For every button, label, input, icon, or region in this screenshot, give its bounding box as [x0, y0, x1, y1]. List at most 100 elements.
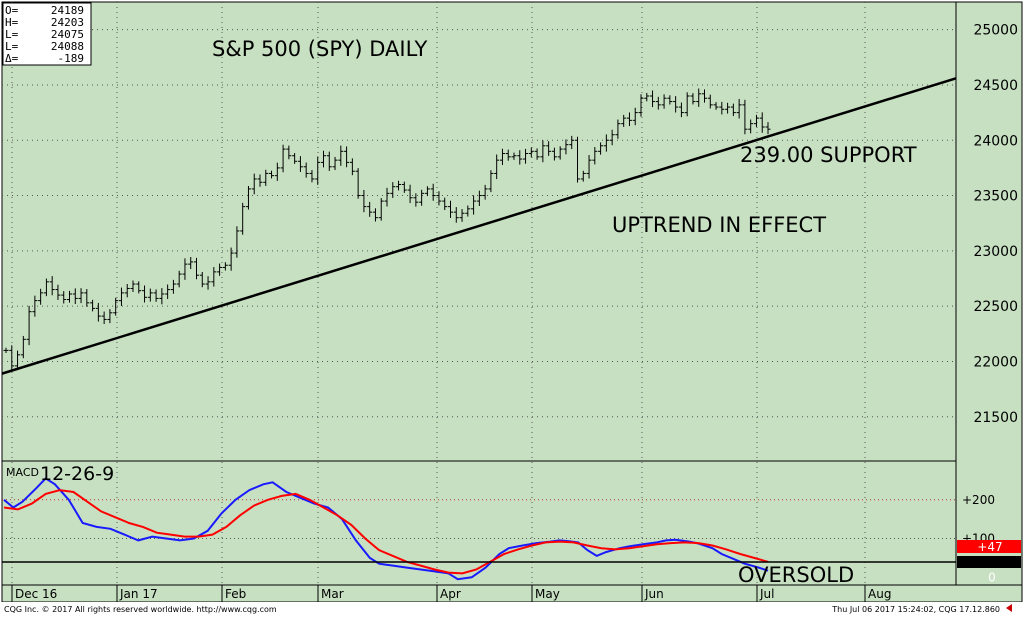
price-bar-89 [517, 150, 523, 165]
oversold-annotation: OVERSOLD [738, 563, 854, 587]
price-tick-6: 24500 [973, 78, 1018, 94]
price-bar-22 [130, 280, 136, 293]
price-bar-119 [690, 93, 696, 105]
price-bar-129 [748, 119, 754, 134]
price-bar-44 [257, 174, 263, 187]
price-bar-29 [170, 279, 176, 294]
price-bar-59 [344, 146, 350, 168]
price-bar-46 [269, 170, 275, 179]
price-bar-126 [730, 103, 736, 117]
price-bar-34 [199, 272, 205, 288]
price-bar-99 [575, 136, 580, 183]
macd-params: 12-26-9 [40, 463, 114, 485]
price-bar-16 [95, 302, 101, 322]
price-bar-127 [736, 98, 742, 119]
price-bar-78 [453, 207, 459, 223]
price-bar-84 [488, 170, 494, 193]
price-bar-113 [655, 96, 661, 110]
time-tick-2: Feb [225, 587, 246, 601]
price-bar-13 [78, 288, 84, 304]
macd-zero-badge [957, 556, 1021, 568]
price-bars [3, 88, 771, 371]
price-bar-41 [240, 202, 246, 235]
price-tick-7: 25000 [973, 23, 1018, 39]
price-bar-32 [188, 257, 194, 270]
time-tick-0: Dec 16 [15, 587, 57, 601]
price-tick-0: 21500 [973, 410, 1018, 426]
price-bar-51 [297, 156, 303, 172]
ohlc-value-2: 24075 [51, 28, 84, 41]
price-bar-110 [638, 94, 644, 117]
price-bar-69 [401, 181, 407, 193]
price-bar-30 [176, 270, 182, 288]
price-bar-28 [165, 284, 171, 300]
price-bar-35 [205, 276, 211, 290]
price-bar-111 [644, 92, 650, 102]
price-bar-94 [546, 141, 552, 156]
price-bar-90 [523, 148, 529, 164]
signal-line [3, 489, 769, 575]
price-bar-117 [678, 102, 684, 118]
price-bar-107 [621, 114, 627, 127]
price-bar-116 [673, 96, 679, 113]
price-bar-67 [390, 182, 396, 198]
price-bar-47 [274, 162, 280, 181]
price-bar-74 [430, 183, 436, 201]
price-bar-125 [725, 102, 731, 114]
price-tick-3: 23000 [973, 244, 1018, 260]
price-bar-52 [303, 162, 309, 178]
time-tick-6: Jun [644, 587, 664, 601]
price-bar-11 [67, 290, 72, 303]
price-bar-128 [742, 99, 748, 135]
price-bar-9 [55, 284, 61, 300]
price-bar-124 [719, 101, 725, 115]
ohlc-label-4: Δ= [5, 52, 19, 65]
price-bar-85 [494, 154, 500, 180]
price-bar-81 [471, 195, 477, 215]
macd-lines [3, 477, 769, 581]
price-bar-7 [43, 278, 49, 297]
time-tick-7: Jul [759, 587, 774, 601]
price-bar-50 [292, 153, 298, 164]
price-bar-65 [378, 198, 384, 221]
price-tick-4: 23500 [973, 189, 1018, 205]
price-bar-72 [419, 189, 425, 206]
ohlc-value-3: 24088 [51, 40, 84, 53]
price-bar-42 [245, 185, 251, 210]
macd-title: MACD [6, 466, 39, 479]
price-bar-131 [759, 112, 765, 133]
ohlc-label-1: H= [5, 16, 19, 29]
price-bar-123 [713, 102, 719, 110]
price-tick-1: 22000 [973, 354, 1018, 370]
time-tick-labels: Dec 16 Jan 17 Feb Mar Apr May Jun Jul Aug [11, 585, 891, 602]
price-bar-120 [696, 88, 702, 107]
price-bar-37 [217, 263, 223, 276]
price-bar-40 [234, 226, 240, 258]
price-bar-20 [118, 287, 124, 306]
scroll-left-arrow-icon[interactable] [1006, 604, 1012, 612]
price-bar-17 [101, 311, 107, 325]
price-bar-106 [615, 119, 621, 139]
price-bar-95 [551, 147, 557, 161]
price-bar-86 [499, 148, 505, 165]
price-bar-4 [26, 305, 32, 346]
price-bar-48 [280, 144, 286, 173]
price-bar-54 [315, 156, 321, 185]
price-bar-1 [9, 345, 15, 371]
price-bar-132 [765, 122, 771, 135]
price-bar-24 [142, 285, 148, 303]
price-bar-8 [49, 276, 55, 296]
footer-left: CQG Inc. © 2017 All rights reserved worl… [4, 605, 277, 614]
price-bar-55 [321, 150, 326, 168]
price-bar-0 [3, 347, 9, 354]
price-bar-100 [580, 170, 586, 182]
macd-value-badge-label: +47 [977, 540, 1002, 554]
price-bar-88 [511, 152, 517, 160]
price-bar-93 [540, 140, 546, 163]
price-bar-39 [228, 247, 234, 271]
macd-tick-0: +200 [962, 493, 995, 507]
price-bar-49 [286, 145, 292, 160]
price-bar-76 [442, 197, 448, 211]
